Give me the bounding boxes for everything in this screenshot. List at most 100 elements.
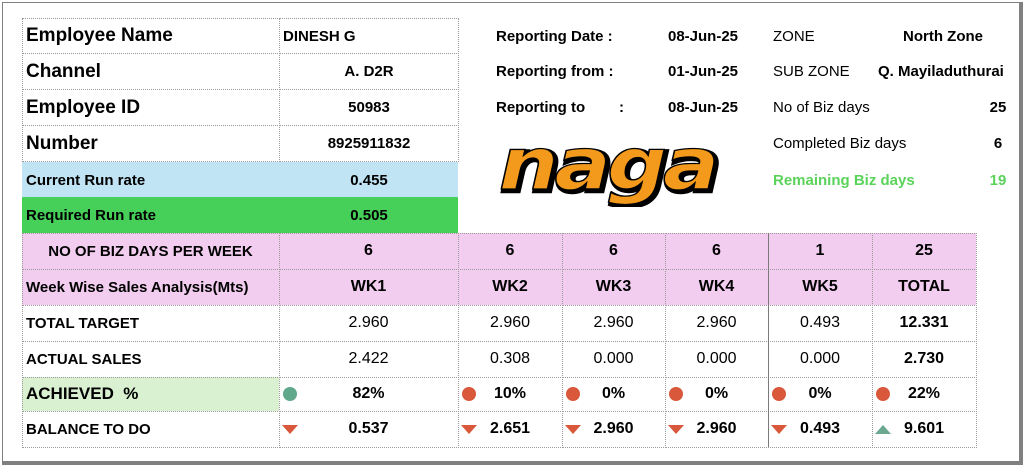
required-run-rate-row bbox=[22, 197, 458, 233]
trend-down-icon bbox=[282, 425, 298, 434]
total-target-cell: 2.960 bbox=[593, 314, 634, 331]
triangle-shape bbox=[771, 425, 787, 434]
week-header-cell: TOTAL bbox=[898, 278, 950, 295]
current-run-rate-label: Current Run rate bbox=[26, 171, 146, 189]
zone-label: ZONE bbox=[773, 27, 815, 45]
zone-value: North Zone bbox=[903, 27, 983, 45]
biz-days-per-week-cell: 6 bbox=[505, 242, 515, 259]
current-run-rate-value: 0.455 bbox=[350, 171, 388, 189]
dot-shape bbox=[876, 387, 890, 401]
completed-biz-days-label: Completed Biz days bbox=[773, 135, 907, 152]
dot-shape bbox=[462, 387, 476, 401]
achieved-cell: 82% bbox=[352, 385, 385, 402]
channel-value: A. D2R bbox=[344, 63, 394, 80]
total-target-cell: 12.331 bbox=[899, 314, 949, 331]
trend-down-icon bbox=[461, 425, 477, 434]
biz-days-per-week-cell: 6 bbox=[609, 242, 618, 259]
completed-biz-days-value: 6 bbox=[993, 135, 1003, 152]
trend-down-icon bbox=[771, 425, 787, 434]
reporting-from-label: Reporting from : bbox=[496, 63, 614, 80]
biz-days-per-week-cell: 6 bbox=[364, 242, 373, 259]
total-target-cell: 0.493 bbox=[799, 314, 841, 331]
achieved-cell: 0% bbox=[808, 385, 832, 402]
total-target-cell: 2.960 bbox=[348, 314, 389, 331]
balance-cell: 0.537 bbox=[348, 420, 389, 437]
status-bad-dot-icon bbox=[462, 387, 476, 401]
svg-text:naga: naga bbox=[499, 135, 715, 206]
reporting-to-colon: : bbox=[619, 99, 624, 116]
required-run-rate-label: Required Run rate bbox=[26, 206, 157, 224]
dot-shape bbox=[772, 387, 786, 401]
balance-cell: 9.601 bbox=[903, 420, 945, 437]
triangle-shape bbox=[565, 425, 581, 434]
week-header-cell: WK3 bbox=[595, 278, 632, 295]
number-label: Number bbox=[26, 132, 98, 154]
sub-zone-label: SUB ZONE bbox=[773, 63, 850, 80]
trend-down-icon bbox=[668, 425, 684, 434]
week-header-cell: WK1 bbox=[350, 278, 387, 295]
employee-id-label: Employee ID bbox=[26, 96, 141, 118]
balance-label: BALANCE TO DO bbox=[26, 420, 151, 438]
company-logo: naga naga bbox=[480, 135, 728, 207]
biz-days-per-week-label: NO OF BIZ DAYS PER WEEK bbox=[48, 242, 253, 260]
reporting-date-value: 08-Jun-25 bbox=[668, 27, 739, 45]
reporting-from-value: 01-Jun-25 bbox=[668, 63, 739, 80]
channel-label: Channel bbox=[26, 60, 101, 82]
trend-down-icon bbox=[565, 425, 581, 434]
actual-sales-cell: 0.000 bbox=[799, 350, 841, 367]
actual-sales-cell: 0.308 bbox=[489, 350, 531, 367]
week-header-cell: WK4 bbox=[698, 278, 735, 295]
dot-shape bbox=[283, 387, 297, 401]
total-target-cell: 2.960 bbox=[489, 314, 531, 331]
employee-name-value: DINESH G bbox=[283, 27, 356, 45]
total-target-label: TOTAL TARGET bbox=[26, 314, 140, 332]
balance-cell: 2.651 bbox=[489, 420, 531, 437]
actual-sales-cell: 0.000 bbox=[696, 350, 737, 367]
trend-up-icon bbox=[875, 425, 891, 434]
biz-days-per-week-cell: 6 bbox=[712, 242, 721, 259]
reporting-date-label: Reporting Date : bbox=[496, 27, 613, 45]
balance-cell: 0.493 bbox=[799, 420, 841, 437]
achieved-cell: 10% bbox=[493, 385, 527, 402]
status-bad-dot-icon bbox=[669, 387, 683, 401]
status-bad-dot-icon bbox=[772, 387, 786, 401]
reporting-to-label: Reporting to bbox=[496, 99, 586, 116]
week-header-cell: WK5 bbox=[802, 278, 838, 295]
triangle-shape bbox=[875, 425, 891, 434]
triangle-shape bbox=[668, 425, 684, 434]
current-run-rate-row bbox=[22, 162, 458, 198]
achieved-cell: 22% bbox=[907, 385, 941, 402]
triangle-shape bbox=[282, 425, 298, 434]
biz-days-per-week-cell: 25 bbox=[915, 242, 933, 259]
svg-text:naga: naga bbox=[501, 135, 717, 207]
week-analysis-label: Week Wise Sales Analysis(Mts) bbox=[26, 278, 249, 296]
status-bad-dot-icon bbox=[566, 387, 580, 401]
week-header-cell: WK2 bbox=[492, 278, 528, 295]
triangle-shape bbox=[461, 425, 477, 434]
reporting-to-value: 08-Jun-25 bbox=[668, 99, 739, 116]
actual-sales-label: ACTUAL SALES bbox=[26, 350, 142, 368]
biz-days-per-week-cell: 1 bbox=[815, 242, 825, 259]
logo-graphic: naga naga bbox=[498, 135, 724, 207]
number-value: 8925911832 bbox=[327, 135, 411, 152]
balance-cell: 2.960 bbox=[696, 420, 737, 437]
actual-sales-cell: 2.422 bbox=[348, 350, 389, 367]
wk5-divider bbox=[768, 233, 769, 447]
total-target-cell: 2.960 bbox=[696, 314, 737, 331]
biz-days-value: 25 bbox=[989, 99, 1007, 116]
remaining-biz-days-label: Remaining Biz days bbox=[773, 171, 915, 189]
achieved-cell: 0% bbox=[704, 385, 729, 402]
actual-sales-cell: 0.000 bbox=[593, 350, 634, 367]
achieved-label: ACHIEVED % bbox=[26, 384, 139, 403]
required-run-rate-value: 0.505 bbox=[350, 206, 388, 224]
actual-sales-cell: 2.730 bbox=[903, 350, 945, 367]
dot-shape bbox=[566, 387, 580, 401]
achieved-cell: 0% bbox=[601, 385, 626, 402]
employee-id-value: 50983 bbox=[348, 99, 390, 116]
biz-days-label: No of Biz days bbox=[773, 99, 870, 116]
remaining-biz-days-value: 19 bbox=[989, 171, 1007, 189]
employee-name-label: Employee Name bbox=[26, 25, 173, 46]
status-bad-dot-icon bbox=[876, 387, 890, 401]
balance-cell: 2.960 bbox=[593, 420, 634, 437]
sub-zone-value: Q. Mayiladuthurai bbox=[878, 63, 1004, 80]
